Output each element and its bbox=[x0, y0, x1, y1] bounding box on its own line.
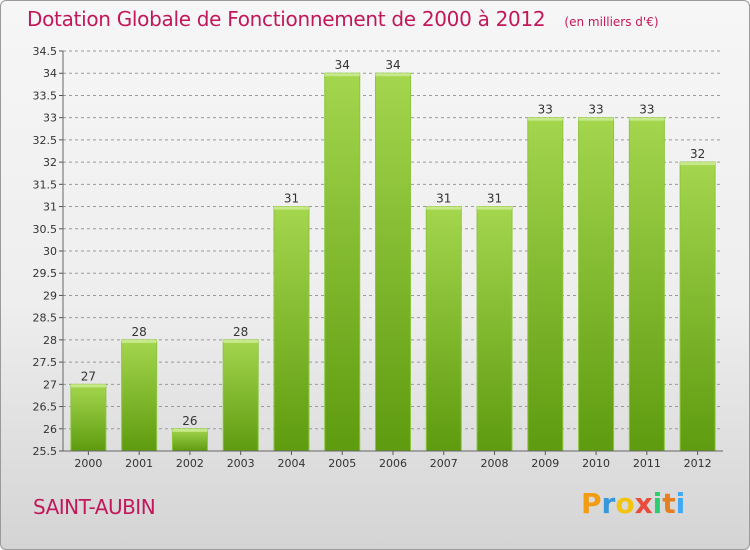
bar-highlight bbox=[121, 339, 157, 343]
data-label: 32 bbox=[690, 147, 705, 161]
y-tick-label: 31 bbox=[43, 201, 57, 214]
data-label: 31 bbox=[284, 192, 299, 206]
bar-highlight bbox=[223, 339, 259, 343]
y-tick-label: 33.5 bbox=[33, 89, 58, 102]
bar-2002[interactable] bbox=[171, 428, 208, 452]
bar-2009[interactable] bbox=[527, 117, 564, 452]
data-label: 31 bbox=[436, 192, 451, 206]
y-tick-label: 34.5 bbox=[33, 45, 58, 58]
data-label: 34 bbox=[385, 58, 400, 72]
bar-highlight bbox=[477, 206, 513, 210]
x-tick-label: 2006 bbox=[379, 457, 407, 470]
x-tick-label: 2003 bbox=[227, 457, 255, 470]
commune-name: SAINT-AUBIN bbox=[33, 495, 156, 519]
x-tick-label: 2000 bbox=[74, 457, 102, 470]
bar-2001[interactable] bbox=[121, 339, 158, 452]
bar-2006[interactable] bbox=[375, 72, 411, 452]
bar-highlight bbox=[375, 73, 411, 77]
data-label: 26 bbox=[182, 414, 197, 428]
data-label: 28 bbox=[233, 325, 248, 339]
title-row: Dotation Globale de Fonctionnement de 20… bbox=[27, 7, 659, 31]
data-label: 33 bbox=[588, 103, 603, 117]
logo-letter: i bbox=[652, 487, 663, 520]
y-tick-label: 27.5 bbox=[33, 356, 58, 369]
y-tick-label: 32 bbox=[43, 156, 57, 169]
logo-letter: P bbox=[581, 487, 602, 520]
bar-2012[interactable] bbox=[679, 161, 716, 452]
bar-highlight bbox=[70, 384, 106, 388]
bar-2011[interactable] bbox=[628, 117, 665, 452]
bar-highlight bbox=[527, 117, 563, 121]
x-tick-label: 2010 bbox=[582, 457, 610, 470]
labels-layer: 27 28 26 28 31 34 34 31 31 33 33 33 32 bbox=[81, 58, 706, 428]
y-tick-label: 25.5 bbox=[33, 445, 58, 458]
x-tick-label: 2002 bbox=[176, 457, 204, 470]
logo-letter: r bbox=[601, 487, 616, 520]
y-tick-label: 31.5 bbox=[33, 178, 58, 191]
bar-highlight bbox=[426, 206, 462, 210]
chart-unit: (en milliers d'€) bbox=[564, 15, 659, 29]
axis-layer: 25.5 26 26.5 27 27.5 28 28.5 29 29.5 30 30.5 31 31.5… bbox=[33, 45, 723, 470]
data-label: 31 bbox=[487, 192, 502, 206]
x-tick-label: 2001 bbox=[125, 457, 153, 470]
data-label: 27 bbox=[81, 369, 96, 383]
x-tick-label: 2011 bbox=[633, 457, 661, 470]
y-tick-label: 26.5 bbox=[33, 401, 58, 414]
x-tick-label: 2008 bbox=[481, 457, 509, 470]
proxiti-logo[interactable]: Proxiti bbox=[581, 487, 685, 520]
bar-highlight bbox=[172, 428, 208, 432]
bar-2008[interactable] bbox=[476, 206, 513, 452]
y-tick-label: 28 bbox=[43, 334, 57, 347]
y-tick-label: 28.5 bbox=[33, 312, 58, 325]
bar-2010[interactable] bbox=[578, 117, 615, 452]
x-tick-label: 2009 bbox=[531, 457, 559, 470]
data-label: 34 bbox=[335, 58, 350, 72]
logo-letter: i bbox=[675, 487, 686, 520]
x-tick-label: 2012 bbox=[684, 457, 712, 470]
bar-2004[interactable] bbox=[273, 206, 310, 452]
y-tick-label: 32.5 bbox=[33, 134, 58, 147]
bar-highlight bbox=[629, 117, 665, 121]
data-label: 28 bbox=[132, 325, 147, 339]
y-tick-label: 29.5 bbox=[33, 267, 58, 280]
y-tick-label: 26 bbox=[43, 423, 57, 436]
bar-2003[interactable] bbox=[222, 339, 259, 452]
bar-highlight bbox=[680, 162, 716, 166]
x-tick-label: 2004 bbox=[277, 457, 305, 470]
logo-letter: o bbox=[615, 487, 635, 520]
chart-title: Dotation Globale de Fonctionnement de 20… bbox=[27, 7, 546, 31]
bar-2000[interactable] bbox=[70, 383, 107, 452]
x-tick-label: 2007 bbox=[430, 457, 458, 470]
bar-highlight bbox=[578, 117, 614, 121]
y-tick-label: 29 bbox=[43, 289, 57, 302]
x-tick-label: 2005 bbox=[328, 457, 356, 470]
logo-letter: x bbox=[634, 487, 653, 520]
bar-2007[interactable] bbox=[425, 206, 462, 452]
y-tick-label: 34 bbox=[43, 67, 57, 80]
data-label: 33 bbox=[639, 103, 654, 117]
y-tick-label: 27 bbox=[43, 378, 57, 391]
bar-highlight bbox=[273, 206, 309, 210]
data-label: 33 bbox=[538, 103, 553, 117]
bar-highlight bbox=[324, 73, 360, 77]
y-tick-label: 30 bbox=[43, 245, 57, 258]
logo-letter: t bbox=[662, 487, 676, 520]
bars-layer bbox=[70, 72, 716, 452]
y-tick-label: 30.5 bbox=[33, 223, 58, 236]
y-tick-label: 33 bbox=[43, 112, 57, 125]
bar-2005[interactable] bbox=[324, 72, 361, 452]
